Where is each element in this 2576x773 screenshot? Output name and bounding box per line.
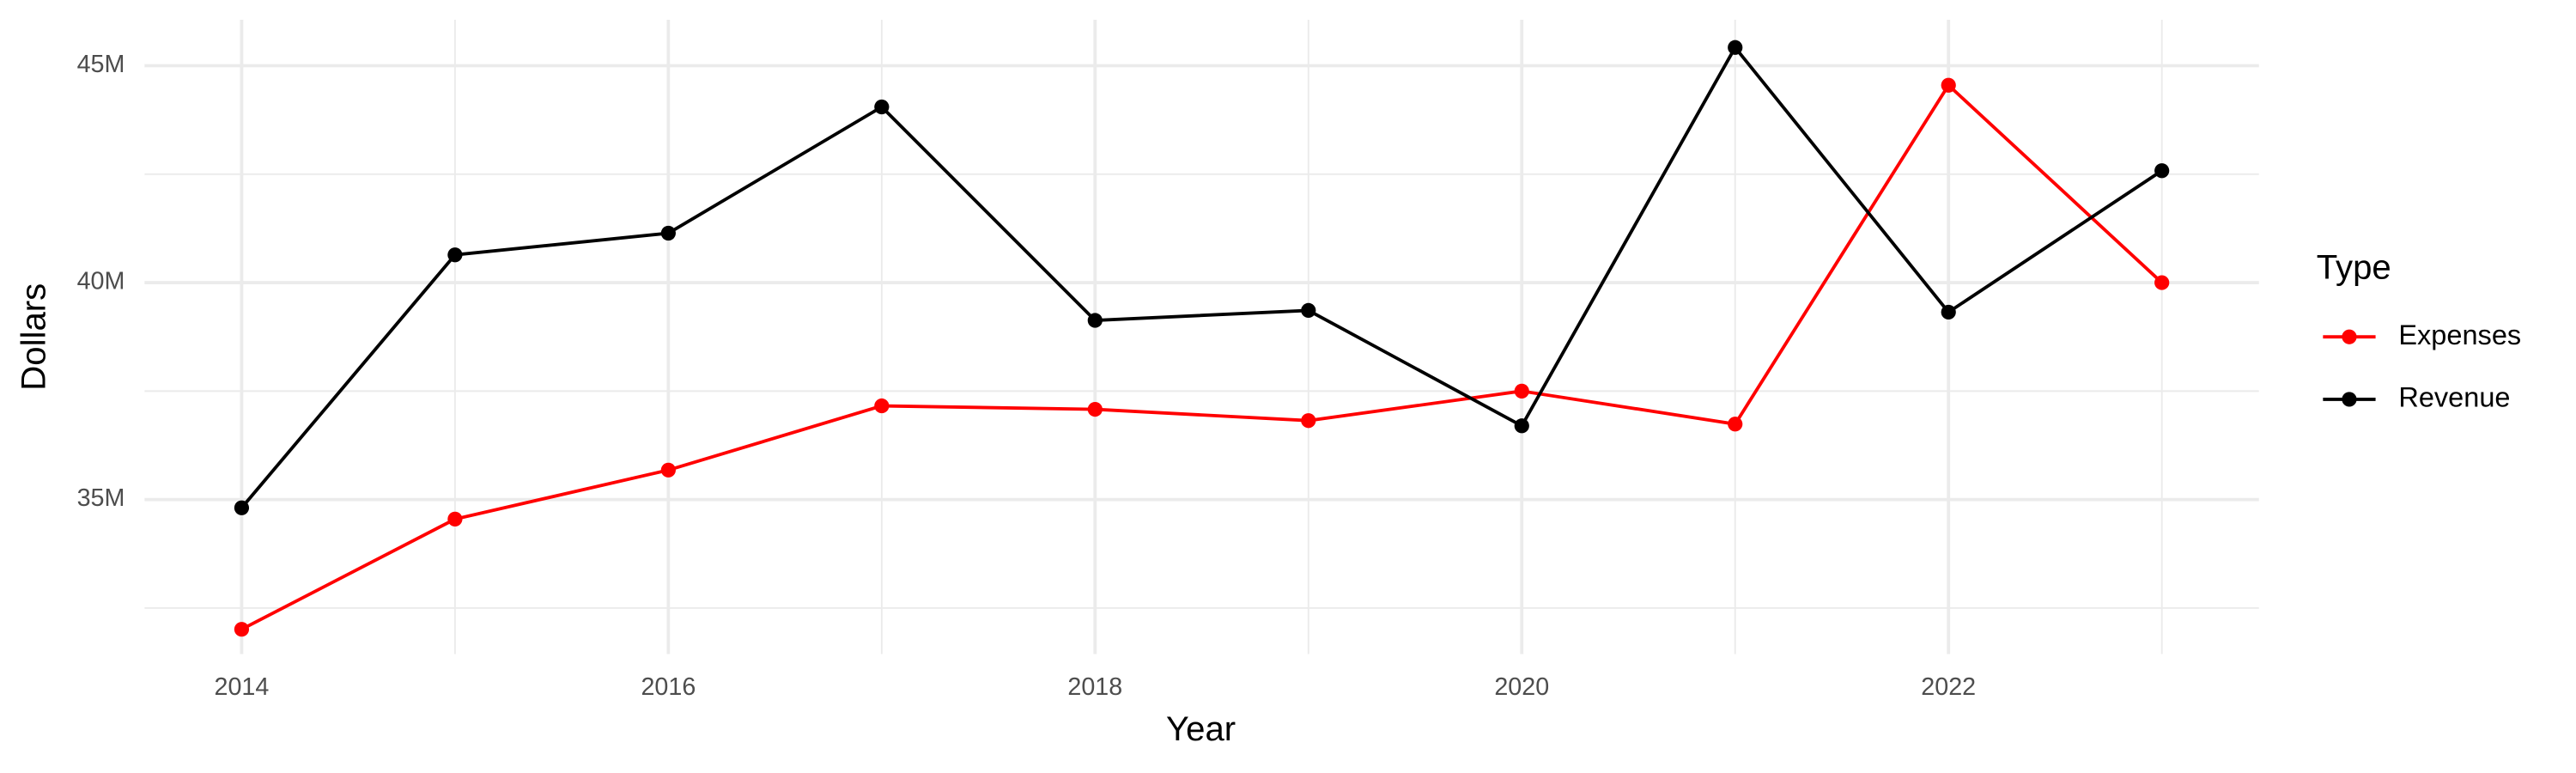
point <box>874 398 890 414</box>
point <box>447 511 463 526</box>
point <box>1728 417 1743 432</box>
point <box>1087 313 1103 328</box>
point <box>234 622 250 637</box>
legend-key <box>2342 392 2357 407</box>
legend-title: Type <box>2317 247 2391 286</box>
x-tick-label: 2022 <box>1921 673 1976 701</box>
point <box>1087 401 1103 417</box>
point <box>660 225 676 241</box>
y-tick-label: 40M <box>77 268 125 295</box>
y-tick-label: 45M <box>77 51 125 78</box>
point <box>447 247 463 263</box>
point <box>1941 77 1956 93</box>
point <box>1514 383 1529 399</box>
y-axis-title: Dollars <box>15 283 53 391</box>
point <box>1941 304 1956 320</box>
point <box>874 99 890 115</box>
point <box>2154 275 2170 290</box>
line <box>240 82 2163 631</box>
legend-label: Expenses <box>2398 320 2521 350</box>
legend-label: Revenue <box>2398 382 2510 413</box>
point <box>1514 418 1529 434</box>
y-tick-label: 35M <box>77 484 125 512</box>
legend-key <box>2342 329 2357 344</box>
x-tick-label: 2018 <box>1067 673 1122 701</box>
x-tick-label: 2014 <box>215 673 270 701</box>
x-tick-label: 2020 <box>1494 673 1549 701</box>
point <box>660 462 676 478</box>
x-tick-label: 2016 <box>641 673 696 701</box>
point <box>1301 413 1316 429</box>
point <box>1301 302 1316 319</box>
point <box>234 500 250 515</box>
line <box>240 44 2163 509</box>
point <box>2154 163 2170 179</box>
x-axis-title: Year <box>1166 709 1236 748</box>
point <box>1728 40 1743 55</box>
